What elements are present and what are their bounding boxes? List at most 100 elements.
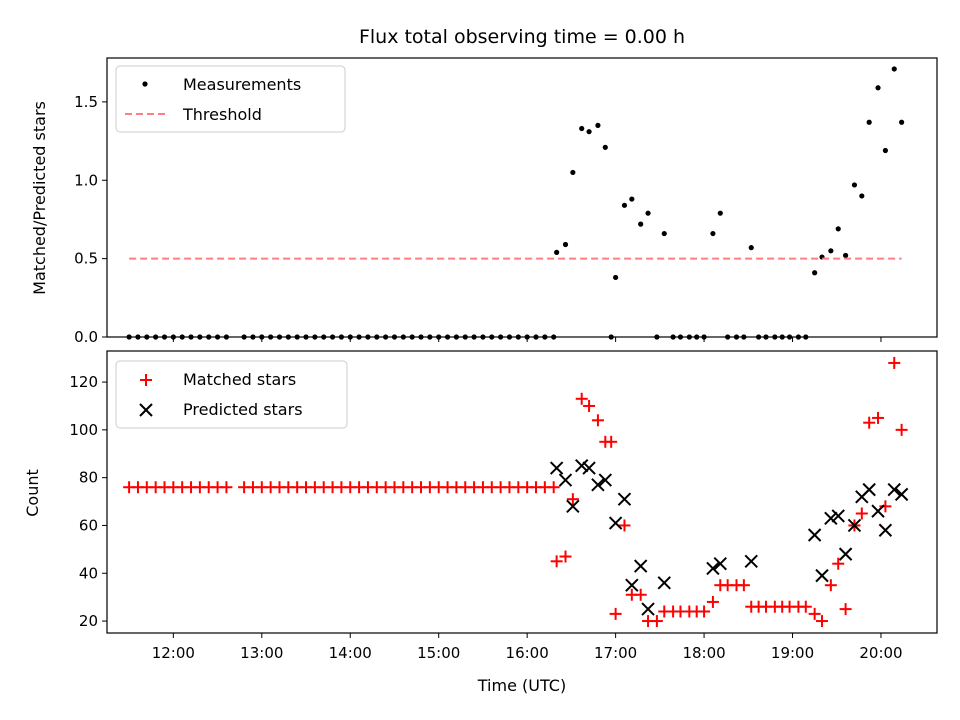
matched-stars-point bbox=[634, 588, 647, 601]
measurement-point bbox=[875, 85, 881, 91]
matched-stars-point bbox=[220, 481, 233, 494]
matched-stars-point bbox=[879, 500, 892, 513]
measurement-point bbox=[866, 119, 872, 125]
x-tick-label: 15:00 bbox=[417, 644, 460, 662]
y-tick-label: 80 bbox=[79, 469, 98, 487]
measurement-point bbox=[613, 274, 619, 281]
matched-stars-point bbox=[799, 600, 812, 613]
predicted-stars-point bbox=[887, 482, 901, 497]
y-tick-label: 0.0 bbox=[74, 328, 98, 346]
measurement-point bbox=[661, 230, 667, 237]
predicted-stars-point bbox=[713, 556, 727, 571]
top-legend: Measurements Threshold bbox=[115, 65, 346, 133]
predicted-stars-point bbox=[641, 602, 655, 616]
bottom-legend: Matched stars Predicted stars bbox=[115, 360, 348, 429]
measurement-point bbox=[891, 66, 897, 72]
top-legend-box bbox=[115, 65, 346, 133]
predicted-stars-point bbox=[657, 576, 671, 590]
measurement-point bbox=[748, 245, 754, 251]
matched-stars-point bbox=[566, 493, 579, 506]
predicted-stars-point bbox=[824, 511, 838, 525]
predicted-stars-point bbox=[566, 499, 580, 514]
legend-predicted-label: Predicted stars bbox=[183, 400, 303, 419]
x-tick-label: 19:00 bbox=[771, 644, 814, 662]
predicted-stars-point bbox=[847, 518, 862, 533]
predicted-stars-point bbox=[633, 559, 648, 573]
predicted-stars-point bbox=[862, 482, 876, 497]
x-axis-label: Time (UTC) bbox=[477, 676, 566, 695]
measurement-point bbox=[717, 210, 723, 216]
x-tick-label: 20:00 bbox=[859, 644, 902, 662]
top-panel-frame bbox=[106, 57, 938, 338]
measurement-point bbox=[570, 169, 576, 176]
chart-title: Flux total observing time = 0.00 h bbox=[359, 26, 685, 48]
predicted-stars-point bbox=[591, 478, 605, 492]
matched-stars-point bbox=[863, 416, 876, 429]
measurement-point bbox=[710, 230, 716, 237]
matched-stars-point bbox=[832, 557, 845, 570]
x-tick-label: 18:00 bbox=[682, 644, 725, 662]
matched-stars-point bbox=[618, 519, 631, 532]
measurement-point bbox=[621, 202, 628, 208]
matched-stars-point bbox=[816, 615, 829, 628]
predicted-stars-point bbox=[625, 578, 639, 592]
predicted-stars-point bbox=[894, 487, 909, 502]
legend-matched-label: Matched stars bbox=[183, 370, 296, 389]
measurement-point bbox=[586, 129, 592, 135]
bottom-legend-box bbox=[115, 360, 348, 429]
predicted-stars-point bbox=[574, 459, 589, 473]
matched-stars-point bbox=[737, 579, 750, 592]
measurement-point bbox=[899, 119, 905, 125]
bottom-panel: 20 40 60 80 100 120 12:00 13:00 14:00 15:00 16:00… bbox=[23, 350, 938, 662]
y-tick-label: 40 bbox=[79, 564, 98, 582]
matched-stars-point bbox=[575, 392, 588, 405]
measurement-point bbox=[842, 252, 849, 259]
y-tick-label: 100 bbox=[69, 421, 98, 439]
predicted-stars-point bbox=[807, 528, 822, 542]
x-tick-label: 13:00 bbox=[240, 644, 283, 662]
matched-stars-point bbox=[855, 507, 868, 520]
matched-stars-point bbox=[698, 605, 711, 618]
measurement-point bbox=[851, 182, 858, 188]
y-tick-label: 20 bbox=[79, 612, 98, 630]
matched-stars-point bbox=[591, 414, 604, 427]
matched-stars-point bbox=[550, 555, 563, 568]
predicted-stars-point bbox=[815, 568, 829, 583]
measurement-point bbox=[554, 249, 560, 255]
measurement-point bbox=[812, 270, 818, 276]
measurement-point bbox=[602, 144, 608, 150]
matched-stars-point bbox=[706, 595, 719, 608]
x-tick-label: 16:00 bbox=[506, 644, 549, 662]
predicted-stars-point bbox=[706, 561, 720, 576]
predicted-stars-point bbox=[582, 461, 596, 475]
predicted-stars-point bbox=[878, 523, 893, 537]
predicted-stars-point bbox=[558, 473, 573, 487]
x-tick-label: 17:00 bbox=[594, 644, 637, 662]
predicted-stars-point bbox=[744, 554, 758, 569]
y-tick-label: 1.5 bbox=[74, 93, 98, 111]
y-tick-label: 1.0 bbox=[74, 171, 98, 189]
x-tick-label: 14:00 bbox=[329, 644, 372, 662]
matched-stars-point bbox=[605, 435, 618, 448]
matched-stars-point bbox=[547, 481, 560, 494]
predicted-stars-point bbox=[871, 504, 885, 518]
predicted-stars-point bbox=[598, 473, 613, 487]
bottom-panel-frame bbox=[106, 350, 938, 634]
matched-stars-point bbox=[824, 579, 837, 592]
matched-stars-point bbox=[888, 356, 901, 369]
legend-matched-marker bbox=[140, 374, 152, 386]
measurement-point bbox=[828, 248, 834, 254]
matched-stars-point bbox=[872, 411, 885, 424]
matched-stars-point bbox=[559, 550, 572, 563]
measurement-point bbox=[645, 210, 651, 216]
measurement-point bbox=[835, 226, 841, 232]
measurement-point bbox=[629, 196, 635, 202]
predicted-stars-point bbox=[838, 547, 853, 561]
matched-stars-point bbox=[583, 399, 596, 412]
matched-stars-point bbox=[839, 603, 852, 616]
legend-threshold-label: Threshold bbox=[182, 105, 262, 124]
bottom-y-axis-label: Count bbox=[23, 469, 42, 517]
y-tick-label: 60 bbox=[79, 516, 98, 534]
predicted-stars-point bbox=[831, 509, 845, 523]
